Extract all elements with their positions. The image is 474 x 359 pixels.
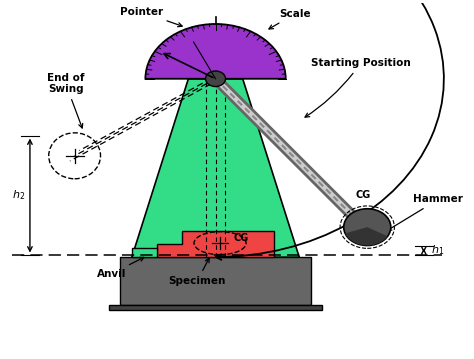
Text: Hammer: Hammer [387,194,463,230]
Circle shape [344,209,391,246]
Text: End of
Swing: End of Swing [47,73,84,128]
Text: CG: CG [234,233,249,243]
Wedge shape [345,227,388,246]
Polygon shape [109,305,322,310]
Text: Scale: Scale [269,9,310,29]
Text: CG: CG [355,190,370,200]
Polygon shape [132,79,299,257]
Polygon shape [120,257,310,305]
Circle shape [206,71,226,87]
Polygon shape [132,248,157,257]
Text: $h_2$: $h_2$ [12,188,26,202]
Text: Starting Position: Starting Position [305,59,410,117]
Text: Specimen: Specimen [169,258,226,286]
Text: Anvil: Anvil [97,257,144,279]
Text: $h_1$: $h_1$ [430,244,444,257]
Wedge shape [146,24,286,79]
Polygon shape [157,231,274,257]
Text: Pointer: Pointer [120,7,182,27]
